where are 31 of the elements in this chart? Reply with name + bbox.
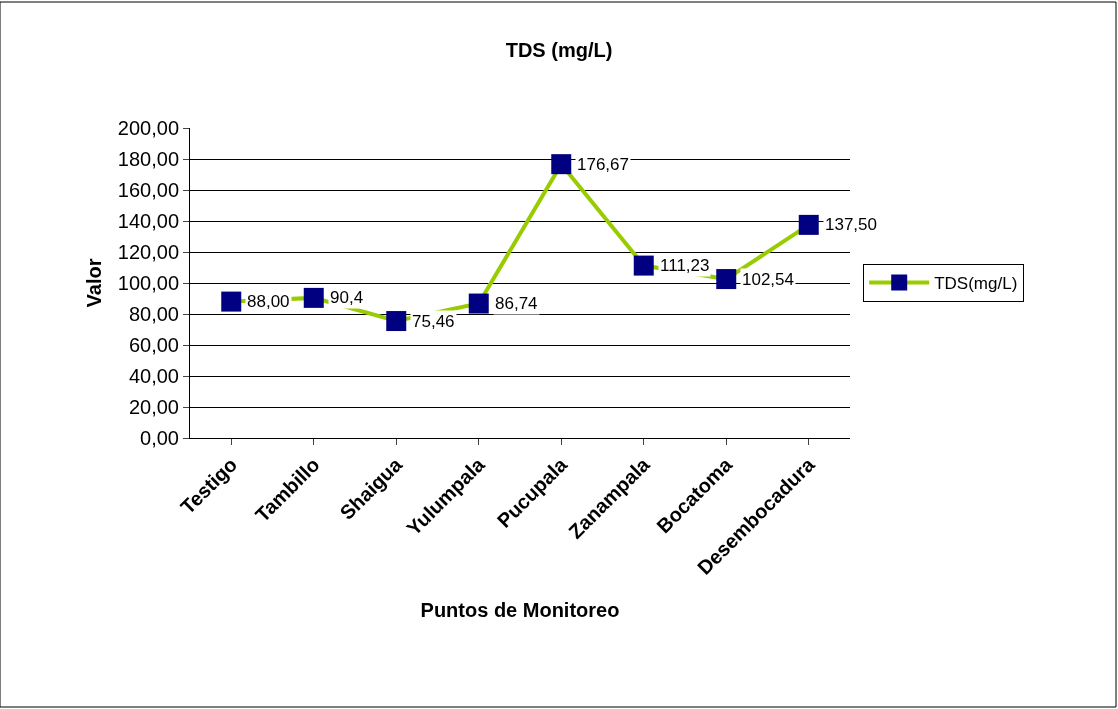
point xyxy=(386,311,407,332)
data-label: 176,67 xyxy=(577,155,629,174)
y-tick-label: 0,00 xyxy=(140,427,179,449)
chart-title: TDS (mg/L) xyxy=(505,38,613,61)
data-label: 137,50 xyxy=(825,215,877,234)
y-tick-label: 120,00 xyxy=(117,241,179,263)
point xyxy=(468,293,489,314)
data-label: 86,74 xyxy=(495,294,538,313)
x-axis-title: Puntos de Monitoreo xyxy=(420,599,620,622)
legend-label: TDS(mg/L) xyxy=(934,274,1018,294)
data-label: 88,00 xyxy=(247,292,290,311)
data-label: 102,54 xyxy=(742,270,794,289)
y-tick-label: 200,00 xyxy=(117,117,179,139)
y-tick-label: 100,00 xyxy=(117,272,179,294)
point xyxy=(551,154,572,175)
y-axis-title: Valor xyxy=(83,258,106,308)
point xyxy=(798,214,819,235)
y-tick-label: 40,00 xyxy=(128,365,179,387)
y-tick-label: 180,00 xyxy=(117,148,179,170)
data-label: 75,46 xyxy=(412,312,455,331)
point xyxy=(716,269,737,290)
y-tick-label: 80,00 xyxy=(128,303,179,325)
point xyxy=(303,287,324,308)
point xyxy=(221,291,242,312)
data-label: 111,23 xyxy=(660,256,710,275)
y-tick-label: 60,00 xyxy=(128,334,179,356)
y-tick-label: 20,00 xyxy=(128,396,179,418)
point xyxy=(633,255,654,276)
y-tick-label: 160,00 xyxy=(117,179,179,201)
data-label: 90,4 xyxy=(330,288,364,307)
y-tick-label: 140,00 xyxy=(117,210,179,232)
